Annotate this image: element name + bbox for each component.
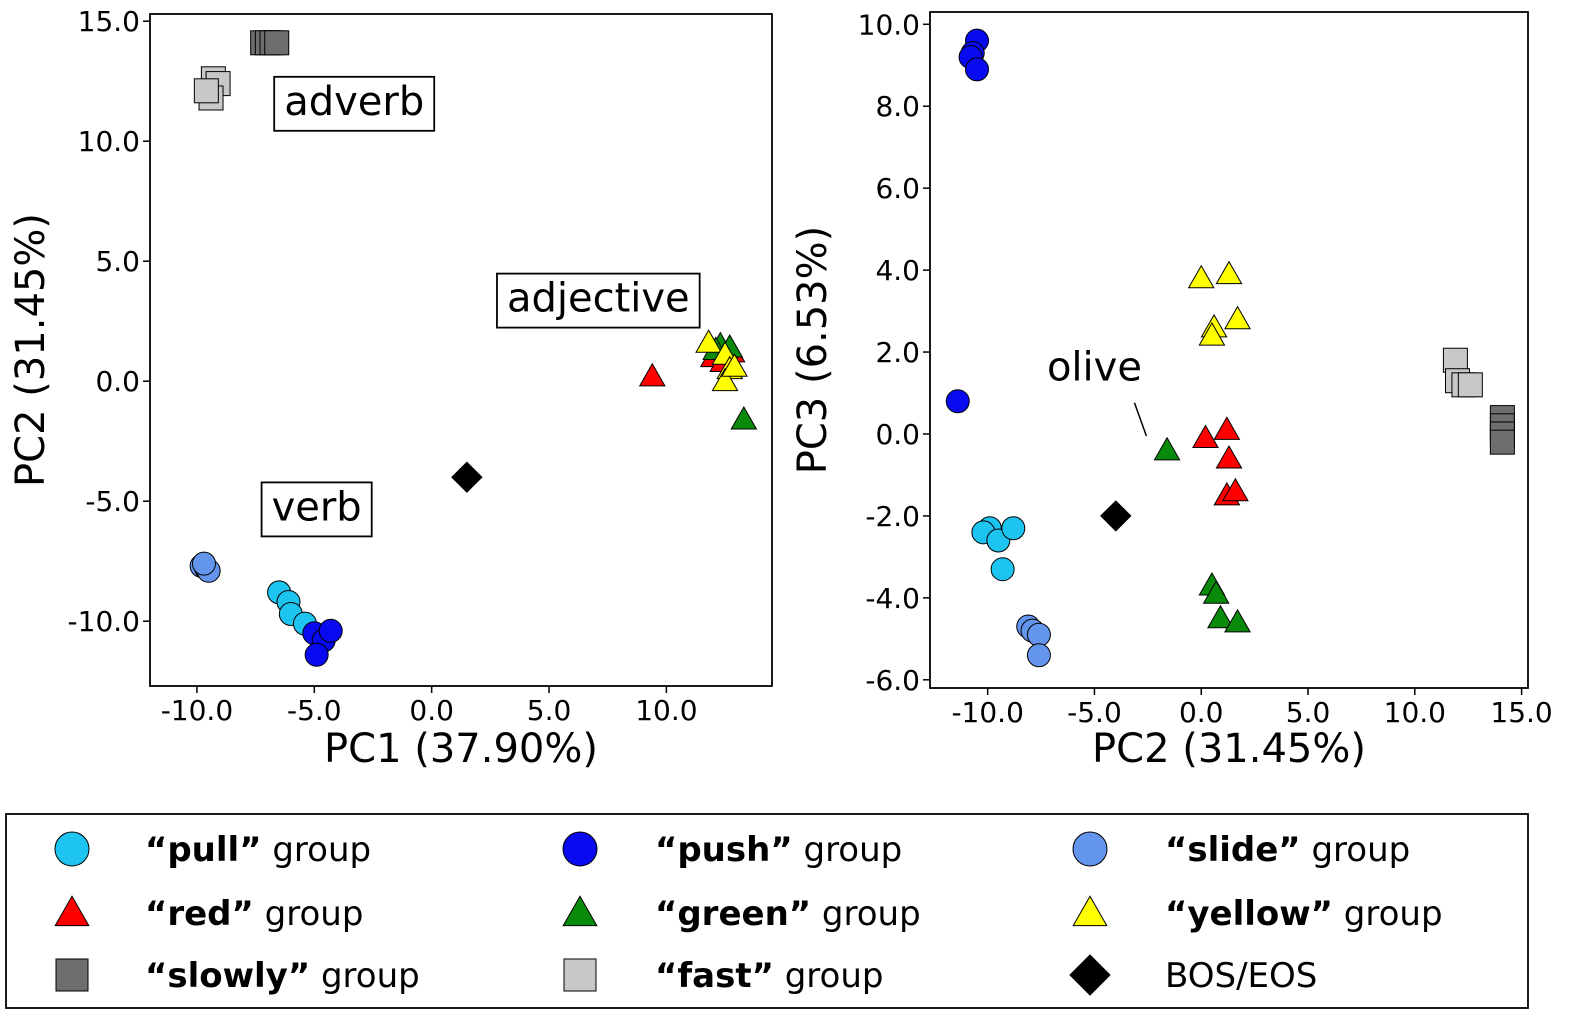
x-tick-label: 10.0 [635, 694, 697, 727]
x-tick-label: -5.0 [1067, 696, 1122, 729]
green-point [1202, 580, 1230, 604]
red-point [1213, 416, 1241, 440]
y-tick-label: 10.0 [858, 8, 920, 41]
legend-yellow-label: “yellow” group [1165, 894, 1443, 934]
legend-push-label: “push” group [655, 830, 902, 870]
push-point [964, 57, 989, 82]
fast-point [193, 78, 219, 104]
pc1-pc2-plot: -10.0 -5.0 0.0 5.0 10.0 -10.0 -5.0 0.0 5.0 10.0 15… [8, 5, 773, 772]
yellow-point [720, 353, 748, 377]
x-tick-label: -10.0 [161, 694, 233, 727]
x-tick-label: -5.0 [287, 694, 342, 727]
legend-fast-marker [563, 958, 597, 992]
y-tick-label: -6.0 [865, 664, 920, 697]
yellow-point [1187, 264, 1215, 289]
bos-point [1100, 500, 1132, 532]
y-tick-label: 5.0 [95, 245, 140, 278]
red-point [1215, 444, 1243, 469]
y-tick-label: 0.0 [875, 418, 920, 451]
push-point [318, 618, 343, 643]
annotation-label: adjective [507, 276, 690, 322]
push-point [304, 642, 329, 667]
x-tick-label: 10.0 [1384, 696, 1446, 729]
annotation-box [496, 272, 701, 329]
x-tick-label: 5.0 [1286, 696, 1331, 729]
bos-point [451, 461, 483, 493]
annotation-box [260, 481, 373, 538]
red-point [1192, 424, 1219, 449]
annotation-pointer [1133, 402, 1148, 437]
green-point [1153, 436, 1181, 461]
slide-point [1026, 643, 1051, 668]
y-tick-label: 10.0 [78, 125, 140, 158]
annotation-box [273, 75, 436, 132]
yellow-point [711, 367, 739, 392]
green-point [730, 405, 758, 430]
annotation-label: verb [272, 484, 362, 530]
y-tick-label: 2.0 [875, 336, 920, 369]
legend-pull-marker [54, 831, 90, 867]
plot-frame [929, 11, 1529, 689]
fast-point [1457, 372, 1483, 398]
pc2-pc3-plot: -10.0 -5.0 0.0 5.0 10.0 15.0 -6.0 -4.0 -2.0 0.0 2.… [790, 8, 1553, 772]
red-point [1221, 477, 1249, 502]
y-tick-label: -4.0 [865, 582, 920, 615]
y-tick-label: 0.0 [95, 365, 140, 398]
yellow-point [1198, 322, 1226, 346]
legend-green-label: “green” group [655, 894, 921, 934]
x-tick-label: 0.0 [409, 694, 454, 727]
legend-bos-label: BOS/EOS [1165, 956, 1317, 996]
y-tick-label: -5.0 [85, 485, 140, 518]
pull-point [1001, 516, 1026, 541]
slowly-point [1489, 429, 1515, 455]
legend-slide-label: “slide” group [1165, 830, 1410, 870]
annotation-label: adverb [284, 79, 424, 125]
yellow-point [1215, 260, 1243, 285]
legend-pull-label: “pull” group [145, 830, 371, 870]
y-tick-label: 4.0 [875, 254, 920, 287]
push-point [945, 389, 970, 414]
legend-yellow-marker [1072, 895, 1108, 927]
x-tick-label: -10.0 [951, 696, 1023, 729]
green-point [1206, 604, 1234, 629]
x-tick-label: 5.0 [527, 694, 572, 727]
y-axis-label: PC2 (31.45%) [8, 213, 54, 487]
pull-point [990, 557, 1015, 582]
y-axis-label: PC3 (6.53%) [790, 226, 836, 475]
legend-slowly-label: “slowly” group [145, 956, 420, 996]
legend: “pull” group “push” group “slide” group “re… [5, 813, 1529, 1009]
y-tick-label: -2.0 [865, 500, 920, 533]
red-point [638, 362, 666, 387]
legend-push-marker [562, 831, 598, 867]
y-tick-label: 6.0 [875, 172, 920, 205]
green-point [1224, 608, 1252, 633]
slide-point [191, 551, 216, 576]
slowly-point [264, 30, 290, 56]
annotation-label: olive [1047, 345, 1142, 391]
legend-fast-label: “fast” group [655, 956, 883, 996]
legend-green-marker [562, 895, 598, 927]
y-tick-label: 8.0 [875, 90, 920, 123]
x-tick-label: 15.0 [1490, 696, 1552, 729]
yellow-point [1224, 305, 1252, 330]
x-axis-label: PC2 (31.45%) [1092, 726, 1366, 772]
x-tick-label: 0.0 [1179, 696, 1224, 729]
legend-box [5, 813, 1529, 1009]
legend-slowly-marker [55, 958, 89, 992]
slide-point [1026, 622, 1051, 647]
legend-bos-marker [1069, 954, 1111, 996]
plot-frame [149, 13, 773, 687]
y-tick-label: -10.0 [68, 605, 140, 638]
legend-red-marker [54, 895, 90, 927]
x-axis-label: PC1 (37.90%) [324, 726, 598, 772]
yellow-point [695, 329, 723, 353]
legend-red-label: “red” group [145, 894, 363, 934]
legend-slide-marker [1072, 831, 1108, 867]
y-tick-label: 15.0 [78, 5, 140, 38]
